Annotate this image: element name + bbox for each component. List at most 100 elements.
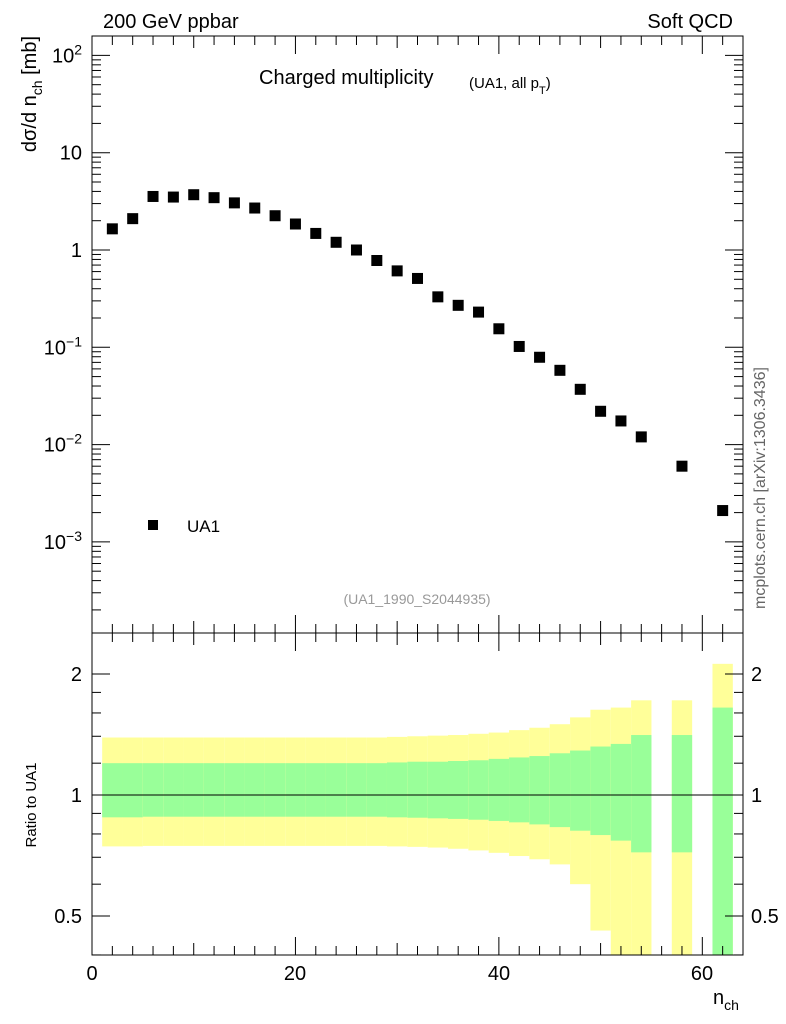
ratio-right-tick-label-1: 1	[751, 785, 762, 807]
ratio-inner-band	[183, 763, 204, 817]
y-axis-label: dσ/d nch [mb]	[19, 36, 45, 152]
y-tick-label-0.1: 10−1	[44, 333, 82, 359]
y-tick-label-1: 1	[71, 240, 82, 262]
legend-marker	[148, 520, 158, 530]
ratio-frame	[91, 632, 744, 956]
ratio-inner-band	[305, 763, 326, 817]
data-point	[147, 190, 159, 202]
x-axis-label-main: n	[713, 987, 724, 1009]
data-point	[228, 197, 240, 209]
ratio-panel: 0.5 1 2 0.5 1 2 Ratio to UA1 0 20 40 60 …	[23, 632, 779, 1013]
legend-label: UA1	[187, 517, 220, 536]
ratio-inner-band	[610, 743, 632, 841]
ratio-inner-band	[712, 707, 733, 955]
ratio-inner-band	[224, 763, 245, 817]
data-point	[473, 306, 485, 318]
ratio-y-tick-label-2: 2	[71, 664, 82, 686]
y-tick-label-0.01: 10−2	[44, 431, 82, 457]
y-axis-label-sub: ch	[29, 80, 45, 95]
data-point	[452, 299, 464, 311]
data-point	[127, 213, 139, 225]
chart-title-main: Charged multiplicity	[259, 67, 434, 89]
ratio-inner-band	[142, 763, 164, 817]
ratio-y-tick-label-0.5: 0.5	[54, 906, 82, 928]
data-point	[310, 227, 322, 239]
ratio-inner-band	[244, 763, 265, 817]
ratio-inner-band	[671, 735, 693, 853]
data-points	[106, 189, 729, 517]
y-tick-label-100: 102	[52, 41, 82, 67]
x-axis-label-sub: ch	[724, 997, 739, 1013]
chart-title: Charged multiplicity	[259, 67, 434, 89]
ratio-inner-band	[366, 763, 387, 817]
chart-subtitle: (UA1, all pT)	[469, 75, 551, 97]
data-point	[595, 405, 607, 417]
ratio-inner-band	[488, 758, 510, 821]
ratio-inner-band	[549, 753, 571, 828]
ratio-inner-band	[590, 746, 611, 836]
ratio-inner-band	[346, 763, 367, 817]
data-point	[432, 291, 444, 303]
data-point	[167, 191, 179, 203]
data-point	[513, 340, 525, 352]
y-tick-label-0.001: 10−3	[44, 528, 82, 554]
data-point	[676, 460, 688, 472]
x-tick-label-60: 60	[691, 963, 713, 985]
data-point	[350, 244, 362, 256]
ratio-right-tick-label-0.5: 0.5	[751, 906, 779, 928]
data-point	[534, 351, 546, 363]
data-point	[412, 272, 423, 284]
chart-subtitle-post: )	[546, 75, 551, 92]
y-axis-label-main: dσ/d n	[19, 95, 41, 152]
ratio-right-tick-label-2: 2	[751, 664, 762, 686]
data-point	[615, 415, 627, 427]
data-point	[391, 265, 403, 277]
data-point	[289, 218, 301, 230]
ratio-inner-band	[203, 763, 225, 817]
x-tick-label-0: 0	[86, 963, 97, 985]
ratio-inner-band	[285, 763, 306, 817]
ratio-inner-band	[102, 763, 123, 818]
ratio-inner-band	[264, 763, 286, 817]
x-tick-label-40: 40	[488, 963, 510, 985]
main-panel: Charged multiplicity (UA1, all pT) (UA1_…	[19, 35, 744, 634]
ratio-inner-band	[529, 756, 550, 825]
data-point	[635, 431, 647, 443]
data-point	[371, 254, 383, 266]
ratio-inner-band	[448, 761, 469, 819]
y-tick-label-10: 10	[60, 143, 82, 165]
source-side-label: mcplots.cern.ch [arXiv:1306.3436]	[752, 367, 769, 609]
data-point	[188, 189, 200, 201]
x-axis-label: nch	[713, 987, 739, 1013]
data-point	[269, 210, 281, 222]
data-point	[330, 236, 342, 248]
ratio-inner-band	[407, 761, 428, 818]
ratio-inner-band	[386, 762, 408, 818]
data-point	[574, 383, 586, 395]
header-process-label: Soft QCD	[647, 11, 733, 33]
ratio-inner-band	[122, 763, 143, 818]
ratio-inner-band	[631, 735, 652, 853]
ratio-inner-band	[468, 760, 489, 820]
data-point	[717, 505, 729, 517]
data-point	[554, 364, 566, 376]
ratio-inner-band	[427, 761, 449, 819]
ratio-y-tick-label-1: 1	[71, 785, 82, 807]
data-point	[249, 202, 261, 214]
y-axis-label-unit: [mb]	[19, 36, 41, 80]
chart-subtitle-sub: T	[539, 85, 546, 97]
analysis-label: (UA1_1990_S2044935)	[343, 591, 490, 607]
chart-subtitle-pre: (UA1, all p	[469, 75, 539, 92]
data-point	[106, 223, 118, 235]
main-y-tick-labels: 102 10 1 10−1 10−2 10−3	[44, 41, 82, 554]
ratio-inner-band	[570, 750, 591, 831]
ratio-bands	[102, 663, 733, 955]
ratio-inner-band	[163, 763, 184, 817]
ratio-y-axis-label: Ratio to UA1	[23, 762, 40, 847]
data-point	[208, 192, 220, 204]
data-point	[493, 323, 505, 335]
main-frame	[91, 35, 744, 634]
main-axis-ticks	[91, 36, 744, 633]
ratio-inner-band	[509, 757, 530, 823]
